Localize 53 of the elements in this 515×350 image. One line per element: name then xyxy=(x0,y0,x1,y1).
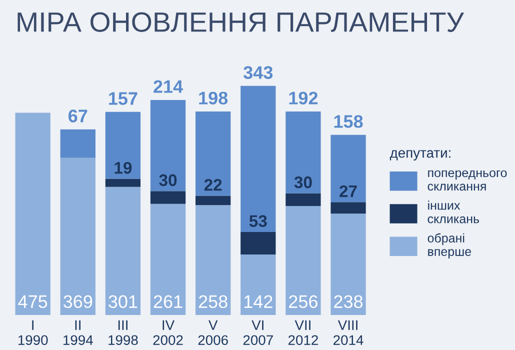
data-label: 158 xyxy=(334,115,363,128)
bar xyxy=(60,158,96,315)
bar xyxy=(105,186,141,315)
bar xyxy=(286,111,321,194)
data-label: 142 xyxy=(244,295,272,308)
bar xyxy=(330,134,366,202)
data-label: 22 xyxy=(204,178,222,191)
data-label: 53 xyxy=(249,215,267,227)
data-label: 238 xyxy=(334,295,363,308)
data-label: 258 xyxy=(198,295,228,308)
bar xyxy=(15,112,50,315)
data-label: 67 xyxy=(68,110,88,122)
bar xyxy=(286,193,321,206)
data-label: 256 xyxy=(289,295,318,308)
x-tick-label: VII 2012 xyxy=(288,320,318,346)
data-label: 157 xyxy=(109,92,138,105)
x-tick-label: IV 2002 xyxy=(153,320,183,346)
bar xyxy=(105,178,141,187)
bar xyxy=(105,112,141,179)
bar xyxy=(240,254,276,315)
bar xyxy=(196,111,231,196)
bar xyxy=(150,191,186,204)
bar xyxy=(330,202,366,214)
bar xyxy=(286,206,321,315)
chart-title: МІРА ОНОВЛЕННЯ ПАРЛАМЕНТУ xyxy=(18,12,464,32)
bar xyxy=(196,205,231,315)
data-label: 30 xyxy=(159,174,177,186)
x-tick-label: III 1998 xyxy=(108,320,138,346)
data-label: 198 xyxy=(199,92,228,104)
bar xyxy=(240,86,276,232)
data-label: 369 xyxy=(64,295,92,308)
data-label: 30 xyxy=(294,176,312,188)
x-tick-label: VIII 2014 xyxy=(334,320,364,346)
data-label: 214 xyxy=(154,80,183,93)
bar xyxy=(330,214,366,315)
x-tick-label: I 1990 xyxy=(18,320,48,346)
data-label: 192 xyxy=(289,92,318,104)
data-label: 301 xyxy=(108,295,138,308)
bar xyxy=(240,232,276,255)
data-label: 475 xyxy=(18,295,48,308)
x-tick-label: II 1994 xyxy=(64,320,93,346)
bar xyxy=(196,196,231,206)
legend-title: депутати: xyxy=(390,150,450,160)
x-tick-label: VI 2007 xyxy=(243,320,273,346)
bar xyxy=(150,204,186,315)
data-label: 343 xyxy=(244,66,273,79)
bar xyxy=(60,129,96,158)
data-label: 19 xyxy=(114,162,132,174)
data-label: 261 xyxy=(154,295,182,308)
x-tick-label: V 2006 xyxy=(198,320,228,346)
bar xyxy=(150,100,186,192)
data-label: 27 xyxy=(340,185,357,197)
legend-label: обрані вперше xyxy=(428,233,472,258)
